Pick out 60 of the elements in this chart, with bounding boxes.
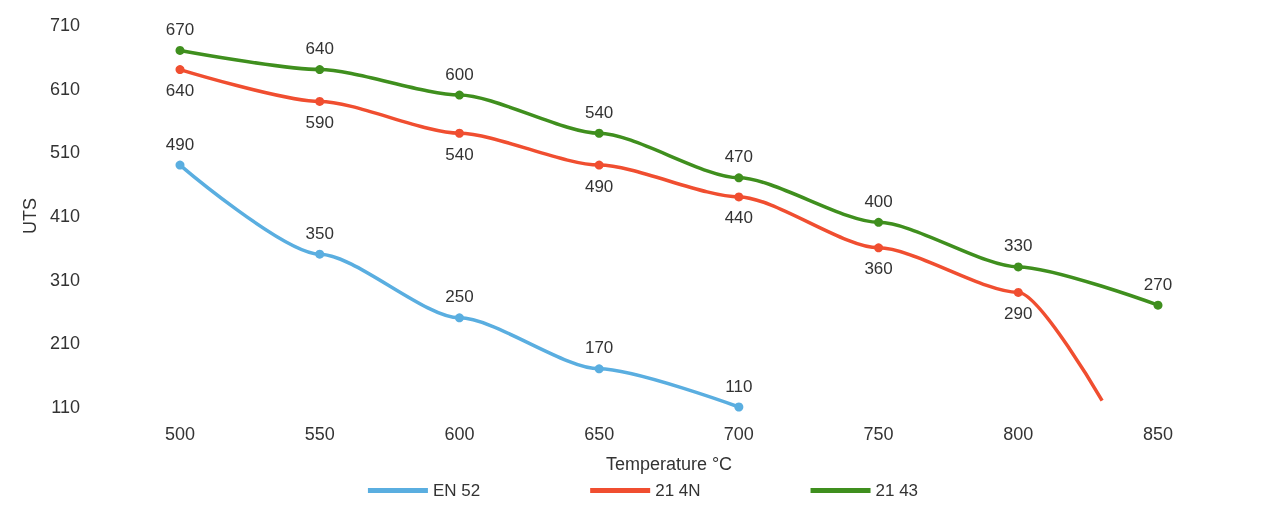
point <box>1153 300 1163 310</box>
point <box>594 128 604 138</box>
point <box>315 249 325 259</box>
point <box>594 364 604 374</box>
x-tick-label: 850 <box>1142 424 1174 444</box>
data-label: 110 <box>725 376 753 396</box>
y-tick-label: 210 <box>49 333 80 354</box>
data-label: 540 <box>584 102 614 122</box>
point <box>1013 262 1023 272</box>
x-tick-label: 750 <box>863 424 894 444</box>
point <box>315 96 325 106</box>
y-tick-label: 610 <box>49 78 80 99</box>
point <box>175 65 185 75</box>
point <box>594 160 604 170</box>
y-tick-label: 310 <box>49 269 80 290</box>
y-tick-label: 510 <box>49 142 80 163</box>
x-tick-label: 700 <box>723 424 754 444</box>
data-label: 600 <box>445 64 474 84</box>
y-axis-title: UTS <box>20 198 41 234</box>
data-label: 170 <box>584 338 614 358</box>
x-tick-label: 650 <box>584 424 615 444</box>
y-tick-label: 110 <box>51 397 80 417</box>
data-label: 330 <box>1004 236 1033 256</box>
point <box>1013 287 1023 297</box>
data-label: 270 <box>1143 274 1173 294</box>
point <box>734 192 744 202</box>
data-label: 640 <box>305 39 334 59</box>
data-label: 470 <box>724 147 754 167</box>
point <box>454 90 464 100</box>
data-label: 290 <box>1004 303 1033 323</box>
data-label: 360 <box>864 259 893 279</box>
point <box>315 65 325 75</box>
y-tick-label: 410 <box>49 206 80 226</box>
data-label: 640 <box>165 81 195 101</box>
point <box>874 217 884 227</box>
legend-label: EN 52 <box>432 481 481 500</box>
data-label: 490 <box>165 134 195 154</box>
x-tick-label: 600 <box>444 424 475 444</box>
x-axis-title: Temperature °C <box>605 454 733 474</box>
data-label: 670 <box>165 19 195 39</box>
point <box>454 313 464 323</box>
data-label: 400 <box>864 191 893 211</box>
point <box>454 128 464 138</box>
point <box>734 173 744 183</box>
legend-label: 21 43 <box>875 481 919 500</box>
y-tick-label: 710 <box>49 15 80 35</box>
data-label: 250 <box>445 287 474 307</box>
x-tick-label: 500 <box>164 424 196 444</box>
point <box>175 160 185 170</box>
data-label: 350 <box>305 223 334 243</box>
data-label: 540 <box>445 144 474 164</box>
point <box>734 402 744 412</box>
x-tick-label: 800 <box>1003 424 1034 444</box>
legend-label: 21 4N <box>655 481 701 500</box>
data-label: 490 <box>584 176 614 196</box>
point <box>175 45 185 55</box>
data-label: 440 <box>724 208 754 228</box>
x-tick-label: 550 <box>304 424 335 444</box>
point <box>874 243 884 253</box>
data-label: 590 <box>305 112 334 132</box>
